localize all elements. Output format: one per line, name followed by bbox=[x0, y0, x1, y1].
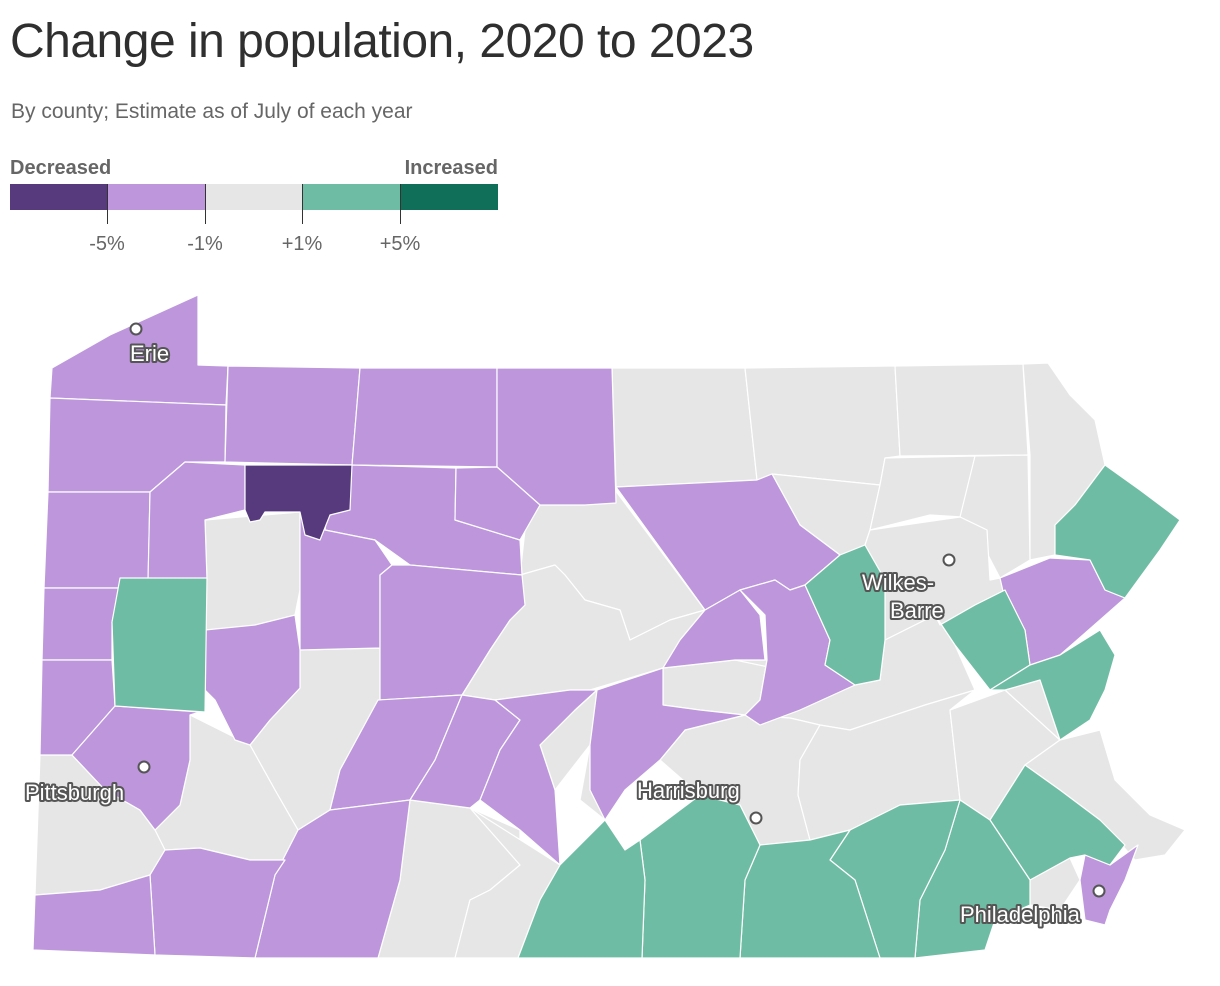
legend-bin-decrease bbox=[107, 184, 206, 210]
county-decrease bbox=[41, 587, 121, 661]
wilkes-barre-label-line2: Barre bbox=[890, 598, 944, 623]
legend-tick-label: +5% bbox=[379, 233, 421, 255]
wilkes-barre-marker bbox=[942, 553, 956, 567]
county-decrease bbox=[739, 579, 856, 726]
county-stable bbox=[204, 511, 301, 633]
county-increase bbox=[1054, 464, 1181, 599]
county-decrease bbox=[379, 564, 526, 701]
city-pittsburgh: Pittsburgh bbox=[23, 760, 151, 807]
city-harrisburg: Harrisburg bbox=[635, 776, 763, 825]
county-increase bbox=[111, 577, 208, 713]
legend-bin-strong-decrease bbox=[10, 184, 108, 210]
legend-tick-label: -5% bbox=[89, 233, 125, 255]
legend-bin-strong-increase bbox=[400, 184, 498, 210]
legend-high-label: Increased bbox=[404, 157, 498, 179]
county-increase bbox=[639, 794, 761, 959]
city-philadelphia: Philadelphia bbox=[958, 884, 1106, 929]
decrease-counties bbox=[32, 294, 1139, 959]
legend-bin-increase bbox=[302, 184, 401, 210]
county-decrease bbox=[204, 614, 301, 746]
county-decrease bbox=[224, 365, 361, 466]
legend-tick bbox=[107, 184, 108, 224]
stable-counties bbox=[34, 362, 1186, 959]
philadelphia-marker bbox=[1092, 884, 1106, 898]
legend-tick bbox=[302, 184, 303, 224]
erie-marker bbox=[129, 322, 143, 336]
county-decrease bbox=[43, 491, 151, 589]
county-decrease bbox=[589, 667, 746, 821]
pennsylvania-county-map: Erie Wilkes- Barre Pittsburgh Harrisburg… bbox=[23, 294, 1186, 959]
county-stable bbox=[611, 367, 758, 488]
county-increase bbox=[989, 629, 1116, 741]
pittsburgh-label: Pittsburgh bbox=[25, 780, 124, 805]
harrisburg-marker bbox=[749, 811, 763, 825]
county-stable bbox=[894, 363, 1029, 457]
legend: Decreased Increased -5% -1% +1% +5% bbox=[10, 157, 510, 267]
city-erie: Erie bbox=[128, 322, 171, 368]
county-decrease bbox=[32, 874, 156, 956]
city-wilkes-barre: Wilkes- Barre bbox=[860, 553, 956, 625]
philadelphia-label: Philadelphia bbox=[960, 902, 1081, 927]
county-increase bbox=[804, 544, 886, 686]
county-decrease bbox=[454, 466, 541, 541]
county-decrease bbox=[351, 367, 498, 468]
county-decrease bbox=[1079, 844, 1139, 926]
legend-tick-label: +1% bbox=[281, 233, 323, 255]
legend-low-label: Decreased bbox=[10, 157, 112, 179]
legend-tick bbox=[205, 184, 206, 224]
county-stable bbox=[744, 365, 901, 486]
county-strong-decrease bbox=[244, 464, 353, 541]
county-decrease bbox=[479, 689, 598, 866]
legend-bin-stable bbox=[205, 184, 303, 210]
harrisburg-label: Harrisburg bbox=[637, 778, 740, 803]
county-decrease bbox=[254, 799, 411, 959]
legend-tick bbox=[400, 184, 401, 224]
legend-color-bar bbox=[10, 184, 498, 210]
chart-title: Change in population, 2020 to 2023 bbox=[10, 15, 754, 68]
legend-tick-label: -1% bbox=[187, 233, 223, 255]
county-increase bbox=[517, 819, 646, 959]
increase-counties bbox=[111, 464, 1181, 959]
wilkes-barre-label-line1: Wilkes- bbox=[862, 570, 934, 595]
chart-subtitle: By county; Estimate as of July of each y… bbox=[11, 100, 413, 123]
pittsburgh-marker bbox=[137, 760, 151, 774]
erie-label: Erie bbox=[130, 341, 169, 366]
